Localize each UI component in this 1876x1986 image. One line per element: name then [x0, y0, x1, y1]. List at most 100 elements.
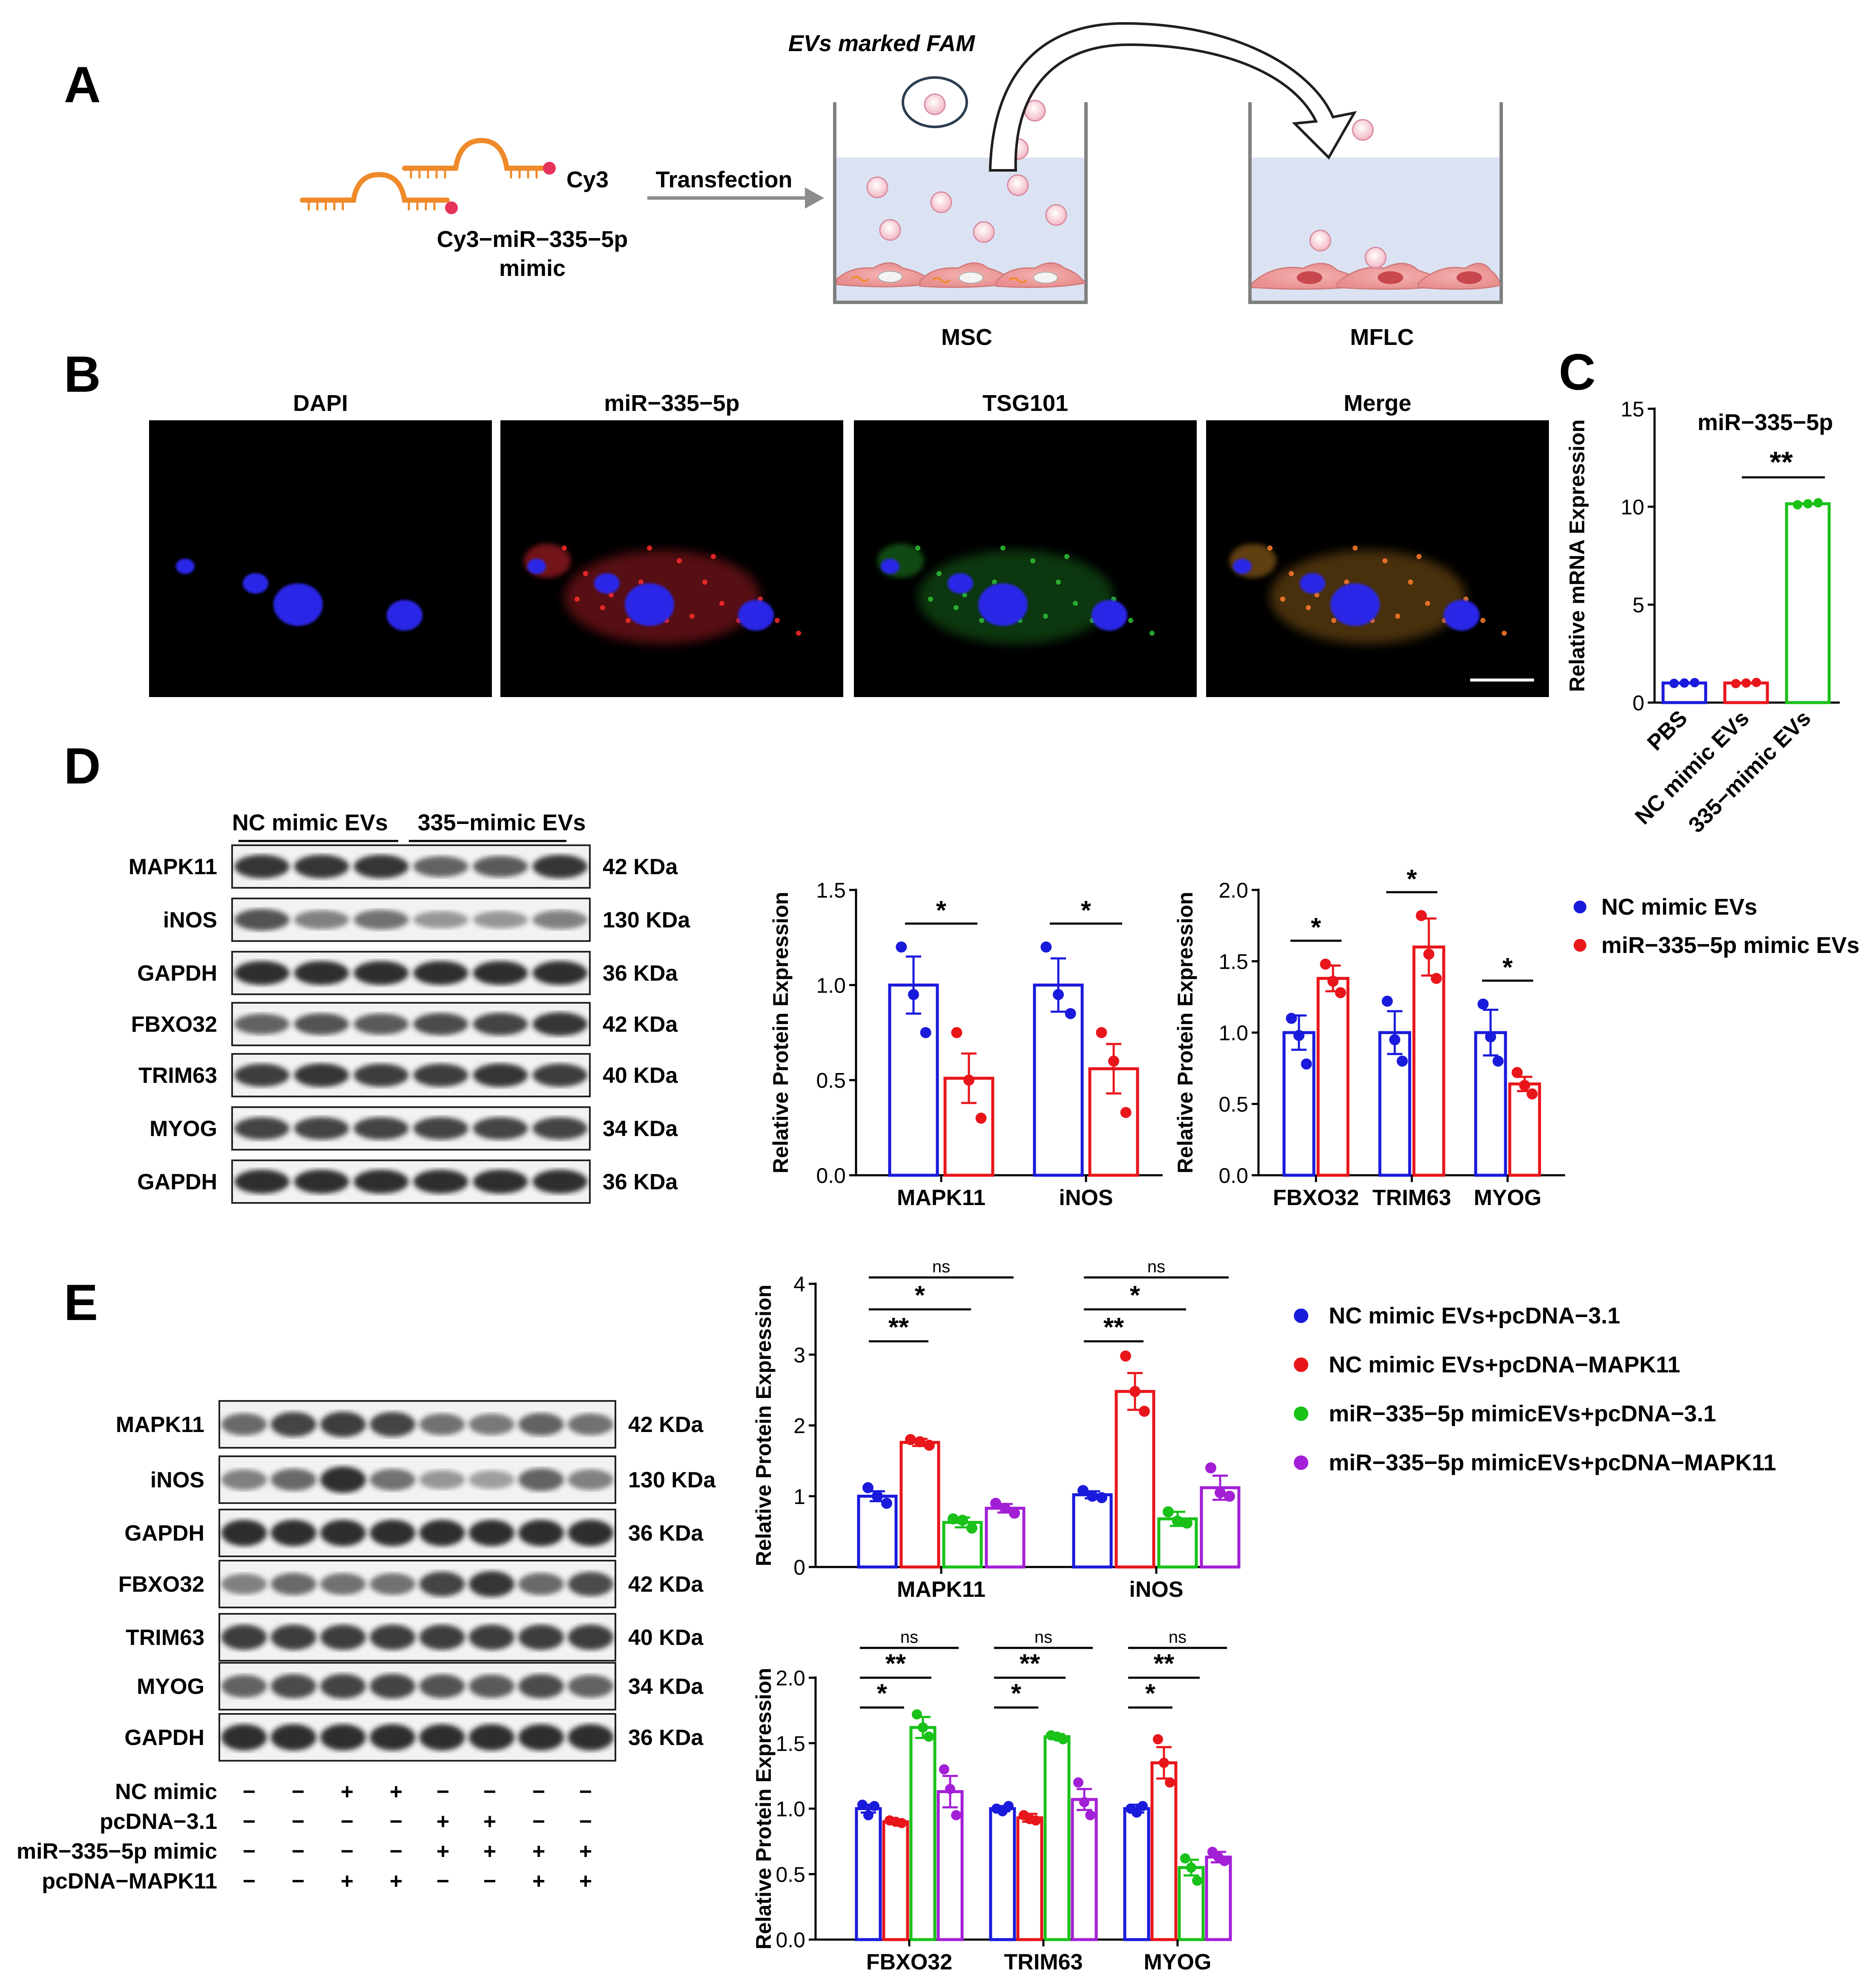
blot-band	[234, 961, 290, 985]
blot-band	[419, 1413, 465, 1435]
x-tick-label: TRIM63	[1004, 1950, 1083, 1975]
blot-band	[568, 1675, 614, 1698]
blot-size-label: 36 KDa	[628, 1725, 704, 1750]
blot-size-label: 36 KDa	[603, 961, 678, 986]
condition-mark: −	[292, 1809, 305, 1834]
blot-band	[234, 909, 290, 931]
data-point	[1180, 1853, 1190, 1864]
y-tick-label: 1.0	[776, 1797, 805, 1821]
blot-band	[221, 1724, 267, 1751]
blot-band	[270, 1624, 316, 1650]
panel-label-e: E	[64, 1274, 98, 1331]
panel-d: D NC mimic EVs 335−mimic EVs MAPK11 42 KD…	[64, 738, 1859, 1210]
significance-label: *	[1407, 864, 1417, 894]
blot-band	[518, 1624, 564, 1650]
legend-marker	[1294, 1357, 1308, 1372]
blot-band	[221, 1624, 267, 1650]
y-tick-label: 0.0	[816, 1164, 846, 1188]
blot-band	[473, 1013, 528, 1036]
x-tick-label: MAPK11	[897, 1577, 985, 1602]
blot-strip	[231, 951, 591, 995]
blot-band	[370, 1724, 416, 1751]
panel-b: B DAPI miR−335−5p TSG101 Merge	[64, 346, 1549, 697]
conditions-e: NC mimic − − + + − − − − pcDNA−3.1 − − − − + + − − miR−335…	[17, 1779, 592, 1894]
blot-band	[370, 1469, 416, 1491]
transfer-arrow	[988, 22, 1357, 172]
blot-band	[270, 1468, 316, 1491]
bar	[1123, 1807, 1150, 1941]
legend-label: NC mimic EVs+pcDNA−3.1	[1329, 1303, 1620, 1329]
condition-label: NC mimic	[115, 1779, 217, 1804]
signal-speckle	[677, 558, 682, 563]
panel-label-a: A	[64, 56, 101, 113]
bar	[899, 1441, 940, 1569]
blot-size-label: 40 KDa	[603, 1063, 678, 1088]
blot-band	[294, 855, 349, 878]
blot-band	[353, 1117, 409, 1140]
data-point	[1416, 910, 1427, 921]
chart-d1: 0.0 0.5 1.0 1.5 Relative Protein Expression M…	[769, 878, 1163, 1210]
bar	[989, 1807, 1016, 1941]
blot-band	[294, 1117, 349, 1140]
data-point	[1186, 1862, 1196, 1873]
cy3-label: Cy3	[566, 167, 609, 192]
blot-strip	[231, 1002, 591, 1046]
condition-mark: −	[243, 1779, 256, 1804]
signal-speckle	[609, 592, 614, 597]
blot-band	[270, 1412, 316, 1437]
data-point	[881, 1498, 892, 1509]
blot-size-label: 34 KDa	[603, 1116, 678, 1141]
blot-size-label: 42 KDa	[628, 1572, 704, 1597]
data-point	[1009, 1507, 1020, 1519]
nucleus	[1233, 559, 1252, 574]
nucleus	[1300, 573, 1325, 594]
data-point	[1065, 1008, 1076, 1019]
y-tick-label: 0.5	[776, 1863, 805, 1886]
blot-band	[270, 1724, 316, 1751]
condition-label: miR−335−5p mimic	[17, 1839, 217, 1864]
blot-band	[234, 1169, 290, 1194]
blot-band	[234, 1064, 290, 1087]
significance-label: *	[915, 1281, 925, 1310]
blot-protein-label: GAPDH	[137, 1170, 217, 1194]
data-point	[857, 1799, 868, 1810]
nucleus	[1092, 600, 1127, 631]
blot-band	[353, 1064, 409, 1087]
microscopy-row: DAPI miR−335−5p TSG101 Merge	[149, 390, 1549, 697]
nucleus	[387, 600, 422, 631]
data-point	[1423, 948, 1434, 960]
nucleus	[273, 583, 323, 626]
signal-speckle	[702, 580, 707, 585]
y-tick-label: 4	[793, 1272, 805, 1296]
data-point	[1327, 976, 1339, 987]
blot-band	[532, 1117, 588, 1140]
blot-size-label: 130 KDa	[628, 1468, 716, 1492]
data-point	[1040, 941, 1052, 953]
x-tick-label: PBS	[1643, 706, 1692, 755]
signal-speckle	[1043, 614, 1048, 619]
blot-band	[473, 1117, 528, 1140]
x-tick-label: MYOG	[1144, 1950, 1212, 1975]
blot-band	[532, 855, 588, 878]
signal-speckle	[992, 580, 997, 585]
mflc-label: MFLC	[1350, 324, 1414, 350]
data-point	[1205, 1462, 1216, 1474]
data-point	[1132, 1807, 1142, 1818]
blot-size-label: 40 KDa	[628, 1625, 704, 1650]
signal-speckle	[562, 545, 567, 551]
y-tick-label: 15	[1620, 397, 1644, 421]
blot-band	[234, 1117, 290, 1140]
condition-mark: −	[243, 1839, 256, 1864]
condition-mark: −	[437, 1779, 449, 1804]
data-point	[862, 1482, 873, 1493]
data-point	[896, 1818, 907, 1828]
condition-mark: −	[292, 1779, 305, 1804]
y-tick-label: 1.0	[816, 973, 846, 997]
signal-speckle	[1280, 597, 1285, 602]
blot-band	[413, 856, 468, 877]
blot-band	[234, 1013, 290, 1035]
blot-band	[568, 1624, 614, 1650]
y-tick-label: 1.5	[1218, 950, 1248, 974]
